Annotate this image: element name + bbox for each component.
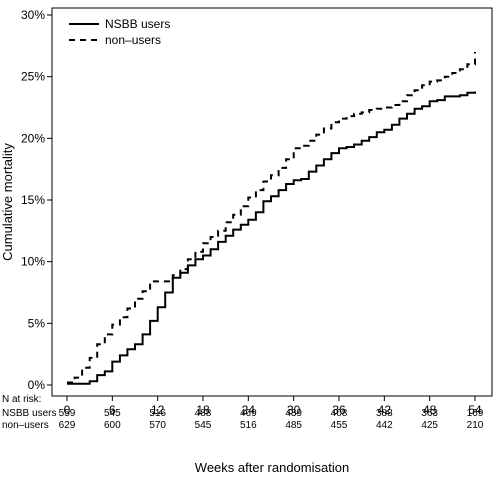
x-tick-label: 30 [287, 403, 301, 417]
x-axis-title: Weeks after randomisation [195, 460, 349, 475]
risk-value: 388 [376, 408, 393, 419]
y-tick-label: 20% [21, 131, 45, 145]
series-line-nsbb-users [67, 91, 476, 385]
risk-table: N at risk: NSBB users non–users 559 545 51… [2, 394, 484, 431]
x-tick-label: 36 [332, 403, 346, 417]
plot-frame [51, 7, 493, 397]
x-tick-label: 12 [151, 403, 165, 417]
risk-row-label-non-users: non–users [2, 420, 49, 431]
y-tick-label: 30% [21, 8, 45, 22]
risk-table-header: N at risk: [2, 394, 41, 405]
y-tick-label: 10% [21, 255, 45, 269]
risk-value: 559 [59, 408, 76, 419]
x-tick-label: 48 [423, 403, 437, 417]
legend-label-non-users: non–users [105, 33, 161, 47]
risk-value: 425 [421, 420, 438, 431]
risk-value: 570 [149, 420, 166, 431]
y-axis-title: Cumulative mortality [0, 143, 15, 261]
risk-value: 455 [331, 420, 348, 431]
risk-value: 485 [285, 420, 302, 431]
x-tick-label: 0 [64, 403, 71, 417]
risk-value: 169 [467, 408, 484, 419]
legend-label-nsbb: NSBB users [105, 17, 170, 31]
risk-row-label-nsbb: NSBB users [2, 408, 56, 419]
legend: NSBB users non–users [69, 17, 170, 47]
risk-value: 516 [149, 408, 166, 419]
x-tick-label: 6 [109, 403, 116, 417]
y-tick-label: 25% [21, 70, 45, 84]
risk-value: 488 [195, 408, 212, 419]
risk-value: 629 [59, 420, 76, 431]
y-tick-label: 5% [28, 316, 46, 330]
risk-value: 210 [467, 420, 484, 431]
risk-value: 600 [104, 420, 121, 431]
y-axis: 0% 5% 10% 15% 20% 25% 30% [21, 8, 52, 392]
risk-value: 545 [195, 420, 212, 431]
risk-value: 408 [331, 408, 348, 419]
series-line-non-users [67, 52, 476, 384]
x-axis: 0 6 12 18 24 30 36 42 48 54 [64, 396, 482, 417]
risk-value: 516 [240, 420, 257, 431]
x-tick-label: 24 [242, 403, 256, 417]
risk-value: 363 [421, 408, 438, 419]
risk-value: 442 [376, 420, 393, 431]
series-layer [67, 52, 476, 385]
x-tick-label: 18 [196, 403, 210, 417]
x-tick-label: 42 [378, 403, 392, 417]
y-tick-label: 0% [28, 378, 46, 392]
x-tick-label: 54 [468, 403, 482, 417]
risk-value: 545 [104, 408, 121, 419]
y-tick-label: 15% [21, 193, 45, 207]
risk-value: 469 [240, 408, 257, 419]
risk-value: 439 [285, 408, 302, 419]
